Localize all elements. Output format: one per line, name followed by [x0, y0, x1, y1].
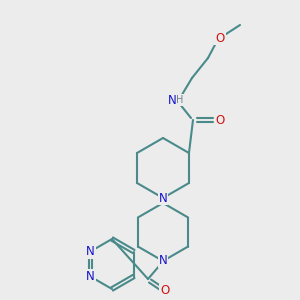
Text: N: N: [86, 245, 95, 258]
Text: H: H: [176, 95, 184, 105]
Text: N: N: [168, 94, 176, 106]
Text: N: N: [159, 191, 167, 205]
Text: O: O: [160, 284, 169, 298]
Text: O: O: [215, 32, 225, 44]
Text: O: O: [215, 113, 225, 127]
Text: N: N: [86, 270, 95, 283]
Text: N: N: [159, 254, 167, 268]
